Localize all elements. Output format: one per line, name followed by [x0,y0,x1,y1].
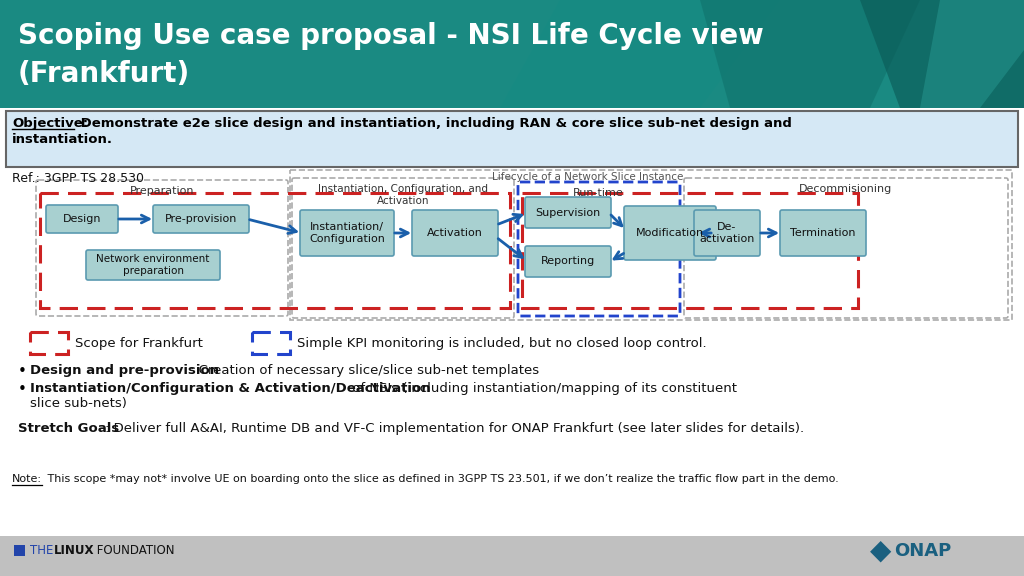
Text: ◆: ◆ [870,537,891,565]
Text: •: • [18,382,27,397]
Text: Demonstrate e2e slice design and instantiation, including RAN & core slice sub-n: Demonstrate e2e slice design and instant… [76,117,792,130]
Polygon shape [860,0,1024,108]
Text: Modification: Modification [636,228,705,238]
FancyBboxPatch shape [780,210,866,256]
Text: : Deliver full A&AI, Runtime DB and VF-C implementation for ONAP Frankfurt (see : : Deliver full A&AI, Runtime DB and VF-C… [105,422,804,435]
Text: Instantiation/Configuration & Activation/Deactivation: Instantiation/Configuration & Activation… [30,382,431,395]
Text: (Frankfurt): (Frankfurt) [18,60,190,88]
Polygon shape [700,0,920,108]
Text: De-
activation: De- activation [699,222,755,244]
Text: Termination: Termination [791,228,856,238]
Text: Lifecycle of a Network Slice Instance: Lifecycle of a Network Slice Instance [492,172,683,182]
Text: Run-time: Run-time [572,188,624,198]
Text: Ref.: 3GPP TS 28.530: Ref.: 3GPP TS 28.530 [12,172,144,185]
Text: Note:: Note: [12,474,42,484]
Polygon shape [500,0,780,108]
Text: Network environment
preparation: Network environment preparation [96,254,210,276]
Text: THE: THE [30,544,57,558]
Text: Simple KPI monitoring is included, but no closed loop control.: Simple KPI monitoring is included, but n… [297,336,707,350]
Text: instantiation.: instantiation. [12,133,113,146]
Bar [14,545,25,556]
FancyBboxPatch shape [300,210,394,256]
Text: LINUX: LINUX [54,544,94,558]
Text: Stretch Goals: Stretch Goals [18,422,119,435]
Text: Reporting: Reporting [541,256,595,267]
FancyBboxPatch shape [86,250,220,280]
FancyBboxPatch shape [624,206,716,260]
FancyBboxPatch shape [525,246,611,277]
Text: Objective:: Objective: [12,117,88,130]
Text: : Creation of necessary slice/slice sub-net templates: : Creation of necessary slice/slice sub-… [190,364,539,377]
Text: Design: Design [62,214,101,224]
Text: of NSIs (including instantiation/mapping of its constituent: of NSIs (including instantiation/mapping… [348,382,737,395]
FancyBboxPatch shape [694,210,760,256]
Text: Activation: Activation [427,228,483,238]
FancyBboxPatch shape [412,210,498,256]
Text: ONAP: ONAP [894,542,951,560]
Bar [0,0,1024,108]
Text: Scoping Use case proposal - NSI Life Cycle view: Scoping Use case proposal - NSI Life Cyc… [18,22,764,50]
Text: •: • [18,364,27,379]
FancyBboxPatch shape [525,197,611,228]
Text: FOUNDATION: FOUNDATION [93,544,174,558]
Bar [6,111,1018,167]
FancyBboxPatch shape [46,205,118,233]
Polygon shape [920,0,1024,108]
Text: Preparation: Preparation [130,186,195,196]
Bar [0,536,1024,576]
Text: slice sub-nets): slice sub-nets) [30,397,127,410]
Text: Instantiation, Configuration, and
Activation: Instantiation, Configuration, and Activa… [318,184,488,206]
Text: Instantiation/
Configuration: Instantiation/ Configuration [309,222,385,244]
Text: This scope *may not* involve UE on boarding onto the slice as defined in 3GPP TS: This scope *may not* involve UE on board… [44,474,839,484]
Text: Scope for Frankfurt: Scope for Frankfurt [75,336,203,350]
Text: Design and pre-provision: Design and pre-provision [30,364,219,377]
Text: Supervision: Supervision [536,207,601,218]
FancyBboxPatch shape [153,205,249,233]
Text: Decommisioning: Decommisioning [800,184,893,194]
Text: Pre-provision: Pre-provision [165,214,238,224]
